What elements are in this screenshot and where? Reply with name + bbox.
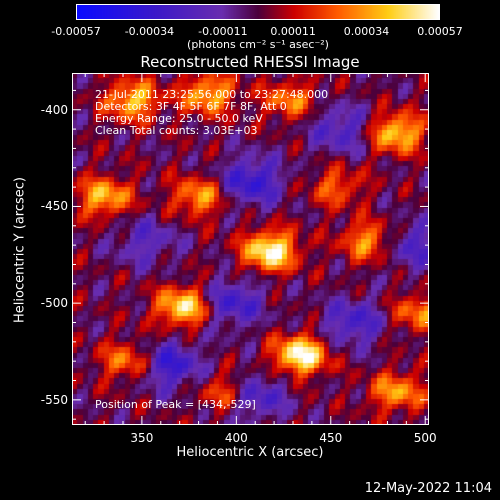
y-tick-label: -500 xyxy=(40,296,68,311)
axis-ticks xyxy=(72,73,429,425)
heatmap-image xyxy=(72,73,429,425)
annotation-time-range: 21-Jul-2011 23:25:56.000 to 23:27:48.000 xyxy=(95,88,329,101)
x-tick-label: 500 xyxy=(413,431,437,445)
y-tick-label: -450 xyxy=(40,199,68,214)
x-tick-label: 350 xyxy=(130,431,154,445)
colorbar xyxy=(76,4,440,20)
colorbar-tick-label: -0.00057 xyxy=(51,25,101,38)
plot-frame xyxy=(72,73,429,425)
colorbar-tick-label: 0.00011 xyxy=(270,25,316,38)
x-tick-label: 450 xyxy=(319,431,343,445)
colorbar-tick-label: -0.00034 xyxy=(124,25,175,38)
footer-timestamp: 12-May-2022 11:04 xyxy=(364,481,492,496)
x-axis-label: Heliocentric X (arcsec) xyxy=(176,445,324,460)
y-axis-label: Heliocentric Y (arcsec) xyxy=(12,177,28,323)
annotation-energy-range: Energy Range: 25.0 - 50.0 keV xyxy=(95,112,263,125)
y-tick-label: -400 xyxy=(40,102,68,117)
annotation-clean-counts: Clean Total counts: 3.03E+03 xyxy=(95,124,258,137)
colorbar-units: (photons cm⁻² s⁻¹ asec⁻²) xyxy=(187,38,329,51)
y-tick-label: -550 xyxy=(40,392,68,407)
heatmap-plot xyxy=(72,73,429,425)
colorbar-tick-label: 0.00057 xyxy=(417,25,463,38)
x-tick-label: 400 xyxy=(224,431,248,445)
annotation-peak-position: Position of Peak = [434,-529] xyxy=(95,398,256,411)
annotation-detectors: Detectors: 3F 4F 5F 6F 7F 8F, Att 0 xyxy=(95,100,287,113)
colorbar-tick-label: 0.00034 xyxy=(343,25,390,38)
colorbar-tick-label: -0.00011 xyxy=(198,25,248,38)
chart-title: Reconstructed RHESSI Image xyxy=(140,53,360,71)
